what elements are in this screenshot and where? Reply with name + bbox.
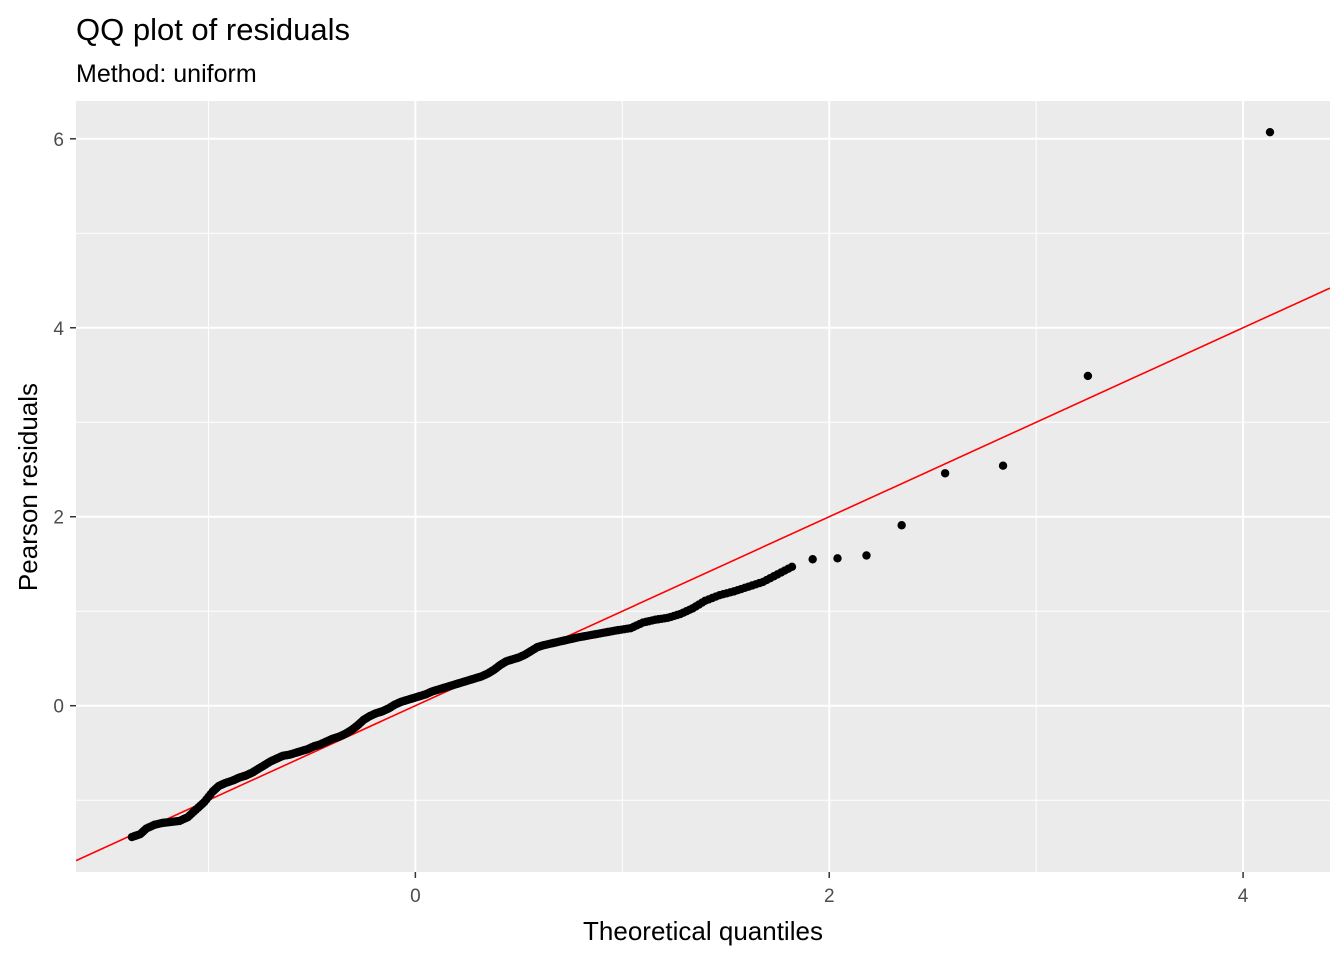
chart-title: QQ plot of residuals bbox=[76, 12, 350, 47]
x-tick-label: 2 bbox=[824, 886, 835, 907]
y-tick-label: 2 bbox=[53, 508, 64, 529]
minor-gridlines bbox=[76, 101, 1330, 872]
x-tick-label: 0 bbox=[410, 886, 421, 907]
data-point bbox=[897, 521, 906, 530]
y-axis-ticks: 0 2 4 6 bbox=[53, 130, 76, 718]
y-tick-label: 6 bbox=[53, 130, 64, 151]
chart-subtitle: Method: uniform bbox=[76, 60, 257, 88]
y-tick-label: 4 bbox=[53, 319, 64, 340]
data-point bbox=[808, 555, 817, 564]
plot-panel bbox=[76, 101, 1330, 872]
data-point bbox=[1083, 371, 1093, 381]
data-point bbox=[787, 562, 797, 572]
residual-points bbox=[127, 127, 1275, 842]
reference-line-segment bbox=[76, 287, 1330, 862]
data-point bbox=[998, 461, 1008, 470]
x-axis-title: Theoretical quantiles bbox=[583, 916, 823, 946]
y-axis-title: Pearson residuals bbox=[13, 383, 43, 591]
data-point bbox=[940, 469, 950, 478]
x-tick-label: 4 bbox=[1238, 886, 1249, 907]
data-point bbox=[862, 551, 871, 560]
reference-line bbox=[76, 287, 1330, 862]
x-axis-ticks: 0 2 4 bbox=[410, 872, 1249, 907]
data-point bbox=[1265, 127, 1275, 137]
y-tick-label: 0 bbox=[53, 697, 64, 718]
major-gridlines bbox=[76, 101, 1330, 872]
data-point bbox=[833, 554, 842, 563]
